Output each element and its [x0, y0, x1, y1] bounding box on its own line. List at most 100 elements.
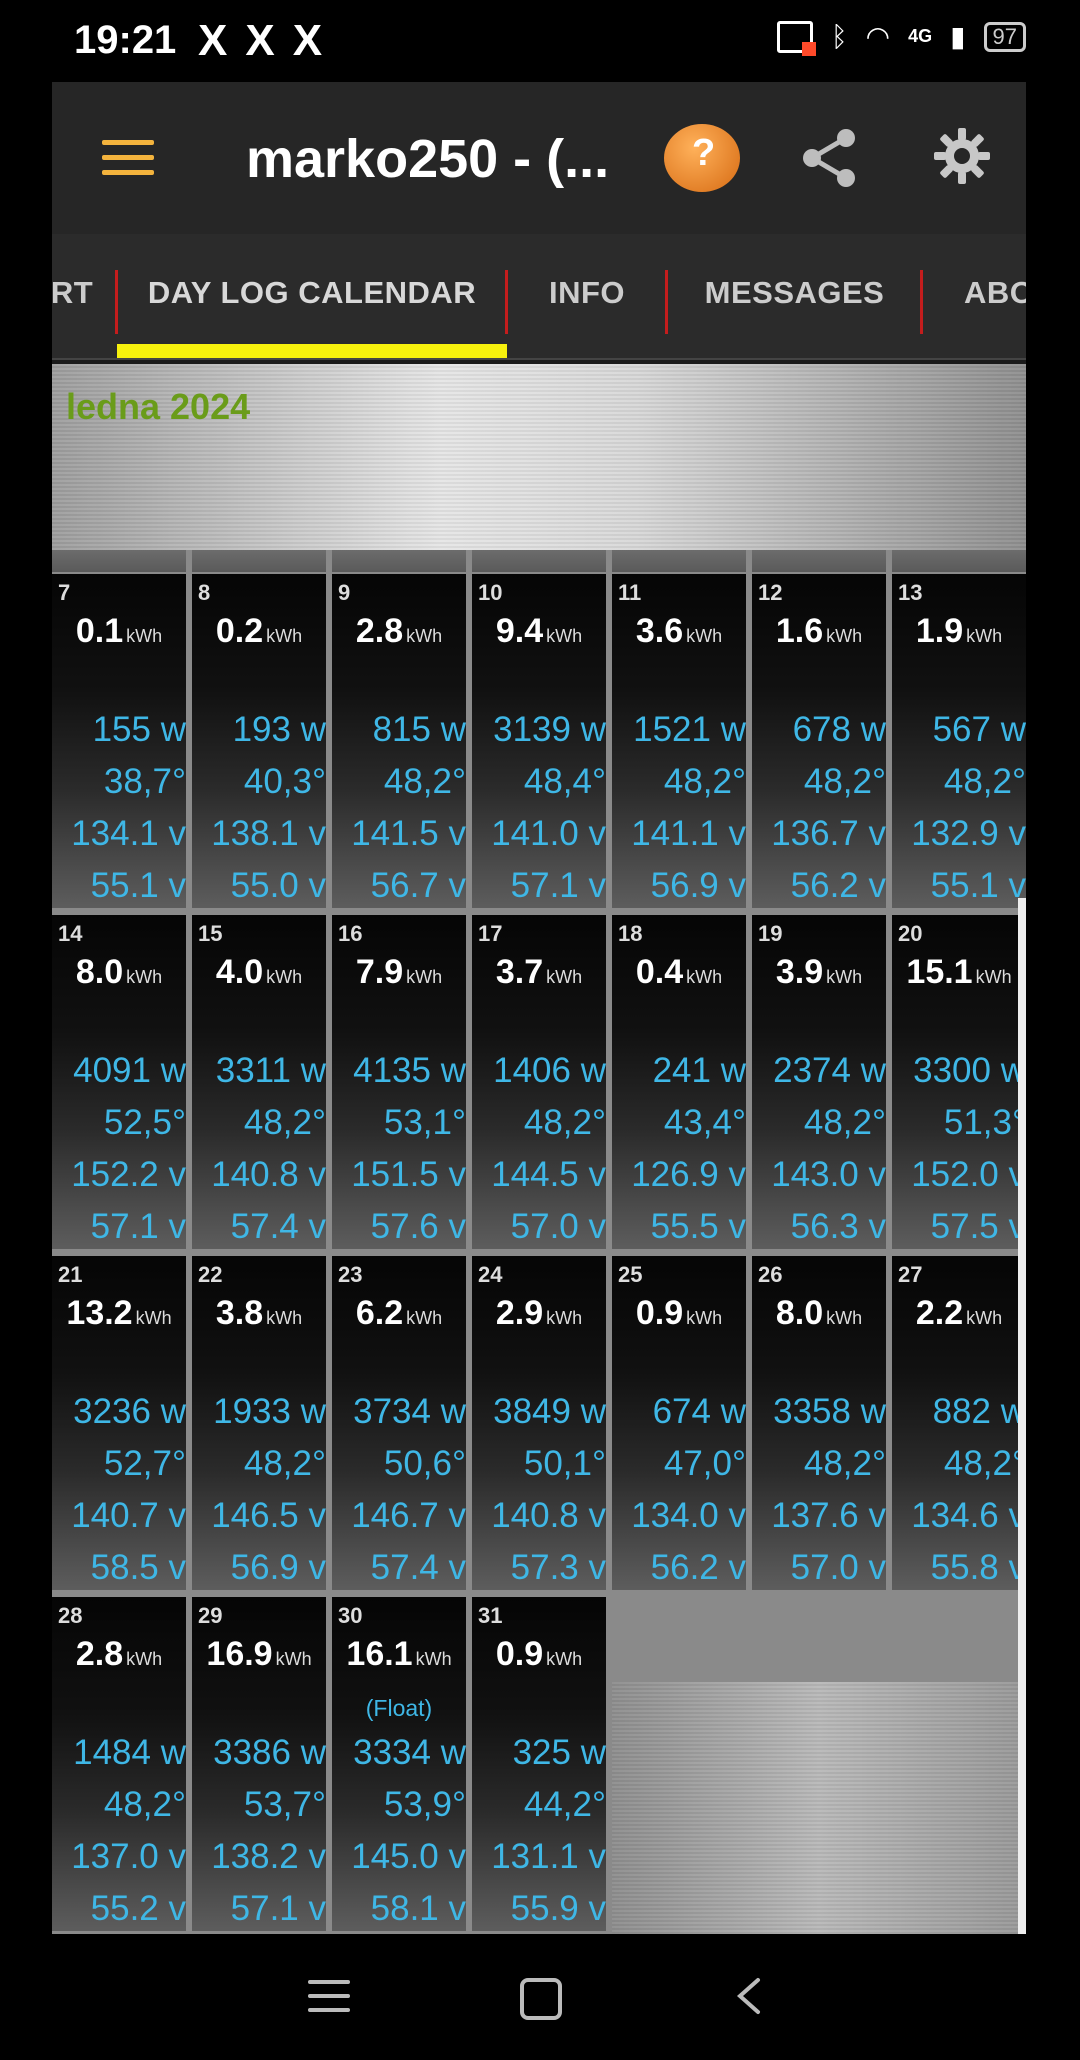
- daily-energy: 2.2 kWh: [892, 1294, 1026, 1333]
- day-cell[interactable]: 30 16.1 kWh (Float) 3334 w 53,9° 145.0 v 58.1 v: [332, 1597, 466, 1931]
- battery-voltage: 55.1 v: [90, 866, 186, 905]
- daily-energy: 4.0 kWh: [192, 953, 326, 992]
- daily-energy: 2.8 kWh: [332, 612, 466, 651]
- pv-voltage: 131.1 v: [491, 1837, 606, 1876]
- day-cell[interactable]: 19 3.9 kWh 2374 w 48,2° 143.0 v 56.3 v: [752, 915, 886, 1249]
- kwh-unit: kWh: [546, 1649, 583, 1669]
- max-temperature: 51,3°: [943, 1103, 1026, 1142]
- max-temperature: 48,2°: [943, 762, 1026, 801]
- peak-power: 3849 w: [493, 1392, 606, 1431]
- max-temperature: 53,1°: [383, 1103, 466, 1142]
- page-title: marko250 - (...: [246, 129, 610, 189]
- scrollbar[interactable]: [1018, 898, 1026, 1934]
- day-cell[interactable]: 23 6.2 kWh 3734 w 50,6° 146.7 v 57.4 v: [332, 1256, 466, 1590]
- kwh-unit: kWh: [266, 1308, 303, 1328]
- tab-about[interactable]: ABO: [920, 234, 1026, 352]
- menu-icon[interactable]: [102, 140, 154, 176]
- day-cell[interactable]: 25 0.9 kWh 674 w 47,0° 134.0 v 56.2 v: [612, 1256, 746, 1590]
- back-icon[interactable]: [732, 1976, 766, 2016]
- calendar-grid[interactable]: 7 0.1 kWh 155 w 38,7° 134.1 v 55.1 v 8 0.2 kWh 193…: [52, 550, 1026, 1934]
- daily-energy: 0.9 kWh: [612, 1294, 746, 1333]
- battery-voltage: 55.5 v: [650, 1207, 746, 1246]
- x-app-icon: X: [292, 16, 323, 65]
- max-temperature: 48,2°: [803, 762, 886, 801]
- max-temperature: 50,1°: [523, 1444, 606, 1483]
- peak-power: 241 w: [652, 1051, 746, 1090]
- day-cell[interactable]: 20 15.1 kWh 3300 w 51,3° 152.0 v 57.5 v: [892, 915, 1026, 1249]
- tab-rt[interactable]: RT: [52, 275, 94, 310]
- kwh-value: 3.9: [775, 953, 824, 991]
- kwh-unit: kWh: [826, 967, 863, 987]
- daily-energy: 8.0 kWh: [52, 953, 186, 992]
- pv-voltage: 138.2 v: [211, 1837, 326, 1876]
- settings-gear-icon[interactable]: [932, 126, 992, 186]
- day-number: 8: [198, 580, 211, 605]
- max-temperature: 48,2°: [103, 1785, 186, 1824]
- day-cell[interactable]: 12 1.6 kWh 678 w 48,2° 136.7 v 56.2 v: [752, 574, 886, 908]
- max-temperature: 48,2°: [243, 1444, 326, 1483]
- daily-energy: 3.7 kWh: [472, 953, 606, 992]
- day-number: 18: [618, 921, 643, 946]
- day-cell[interactable]: 14 8.0 kWh 4091 w 52,5° 152.2 v 57.1 v: [52, 915, 186, 1249]
- max-temperature: 50,6°: [383, 1444, 466, 1483]
- battery-voltage: 57.0 v: [510, 1207, 606, 1246]
- share-icon[interactable]: [798, 126, 862, 190]
- max-temperature: 47,0°: [663, 1444, 746, 1483]
- x-app-icon: X: [245, 16, 275, 65]
- partial-day-cell: [332, 550, 466, 572]
- tab-messages[interactable]: MESSAGES: [665, 234, 922, 352]
- pv-voltage: 132.9 v: [911, 814, 1026, 853]
- day-cell[interactable]: 27 2.2 kWh 882 w 48,2° 134.6 v 55.8 v: [892, 1256, 1026, 1590]
- month-title: ledna 2024: [66, 386, 251, 427]
- day-cell[interactable]: 31 0.9 kWh 325 w 44,2° 131.1 v 55.9 v: [472, 1597, 606, 1931]
- wifi-icon: ◠: [865, 21, 891, 52]
- max-temperature: 38,7°: [103, 762, 186, 801]
- day-cell[interactable]: 17 3.7 kWh 1406 w 48,2° 144.5 v 57.0 v: [472, 915, 606, 1249]
- tab-info[interactable]: INFO: [505, 234, 667, 352]
- kwh-value: 6.2: [355, 1294, 404, 1332]
- pv-voltage: 137.6 v: [771, 1496, 886, 1535]
- system-navigation-bar: [0, 1934, 1080, 2060]
- app-window: marko250 - (... ?: [52, 82, 1026, 1934]
- day-cell[interactable]: 15 4.0 kWh 3311 w 48,2° 140.8 v 57.4 v: [192, 915, 326, 1249]
- day-cell[interactable]: 28 2.8 kWh 1484 w 48,2° 137.0 v 55.2 v: [52, 1597, 186, 1931]
- day-cell[interactable]: 11 3.6 kWh 1521 w 48,2° 141.1 v 56.9 v: [612, 574, 746, 908]
- pv-voltage: 146.7 v: [351, 1496, 466, 1535]
- day-cell[interactable]: 8 0.2 kWh 193 w 40,3° 138.1 v 55.0 v: [192, 574, 326, 908]
- kwh-value: 4.0: [215, 953, 264, 991]
- day-cell[interactable]: 22 3.8 kWh 1933 w 48,2° 146.5 v 56.9 v: [192, 1256, 326, 1590]
- peak-power: 155 w: [92, 710, 186, 749]
- day-cell[interactable]: 16 7.9 kWh 4135 w 53,1° 151.5 v 57.6 v: [332, 915, 466, 1249]
- day-cell[interactable]: 7 0.1 kWh 155 w 38,7° 134.1 v 55.1 v: [52, 574, 186, 908]
- pv-voltage: 134.6 v: [911, 1496, 1026, 1535]
- day-number: 22: [198, 1262, 223, 1287]
- day-number: 31: [478, 1603, 503, 1628]
- recent-apps-icon[interactable]: [308, 1980, 350, 2014]
- home-icon[interactable]: [520, 1978, 562, 2020]
- daily-energy: 9.4 kWh: [472, 612, 606, 651]
- day-cell[interactable]: 26 8.0 kWh 3358 w 48,2° 137.6 v 57.0 v: [752, 1256, 886, 1590]
- daily-energy: 7.9 kWh: [332, 953, 466, 992]
- day-cell[interactable]: 13 1.9 kWh 567 w 48,2° 132.9 v 55.1 v: [892, 574, 1026, 908]
- pv-voltage: 140.8 v: [491, 1496, 606, 1535]
- battery-voltage: 56.3 v: [790, 1207, 886, 1246]
- battery-voltage: 57.1 v: [510, 866, 606, 905]
- day-cell[interactable]: 21 13.2 kWh 3236 w 52,7° 140.7 v 58.5 v: [52, 1256, 186, 1590]
- tab-divider: [52, 358, 1026, 360]
- kwh-unit: kWh: [126, 1649, 163, 1669]
- kwh-value: 0.9: [635, 1294, 684, 1332]
- kwh-unit: kWh: [826, 626, 863, 646]
- day-number: 12: [758, 580, 783, 605]
- day-cell[interactable]: 10 9.4 kWh 3139 w 48,4° 141.0 v 57.1 v: [472, 574, 606, 908]
- tab-day-log-calendar[interactable]: DAY LOG CALENDAR: [115, 234, 507, 352]
- battery-voltage: 56.7 v: [370, 866, 466, 905]
- max-temperature: 48,2°: [943, 1444, 1026, 1483]
- help-book-icon[interactable]: ?: [664, 124, 740, 192]
- day-cell[interactable]: 9 2.8 kWh 815 w 48,2° 141.5 v 56.7 v: [332, 574, 466, 908]
- kwh-value: 15.1: [906, 953, 973, 991]
- day-cell[interactable]: 24 2.9 kWh 3849 w 50,1° 140.8 v 57.3 v: [472, 1256, 606, 1590]
- battery-voltage: 57.0 v: [790, 1548, 886, 1587]
- day-cell[interactable]: 29 16.9 kWh 3386 w 53,7° 138.2 v 57.1 v: [192, 1597, 326, 1931]
- day-cell[interactable]: 18 0.4 kWh 241 w 43,4° 126.9 v 55.5 v: [612, 915, 746, 1249]
- day-number: 10: [478, 580, 503, 605]
